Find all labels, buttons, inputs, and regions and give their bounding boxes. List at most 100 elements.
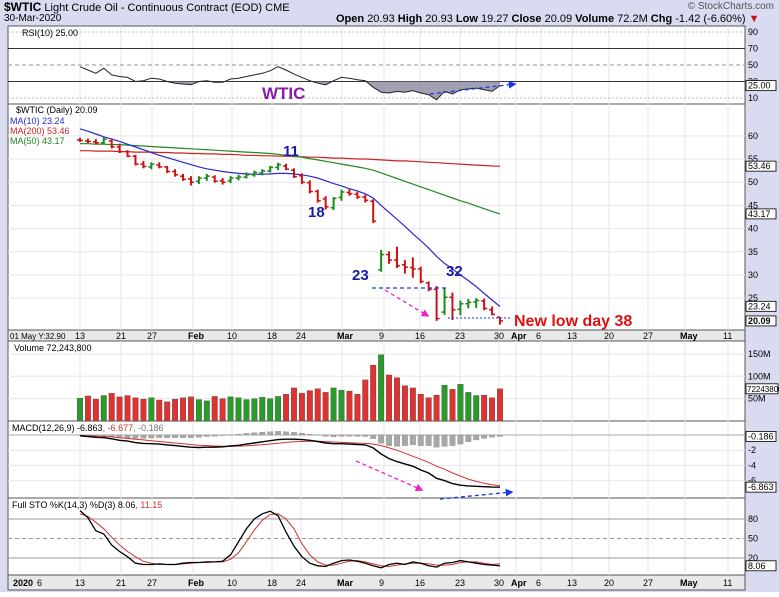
volume-bar [212,396,218,421]
x-tick-label: 13 [567,331,577,341]
sto-value-1: 8.06 [115,500,135,510]
rsi-label: RSI(10) 25.00 [22,28,78,38]
price-tick-label: 50 [748,177,758,187]
x-tick-label-bottom: 23 [455,578,465,588]
x-tick-label-bottom: Mar [337,578,354,588]
macd-hist-bar [323,435,329,436]
macd-hist-bar [212,435,218,436]
macd-hist-bar [458,435,464,444]
volume-bar [180,398,186,421]
volume-bar [442,385,448,421]
x-tick-label-bottom: 27 [147,578,157,588]
volume-bar [370,365,376,421]
panel-price [8,104,745,330]
volume-bar [244,400,250,421]
sto-value-2: , 11.15 [135,500,162,510]
volume-bar [172,399,178,421]
price-badge-label: 43.17 [748,209,771,219]
macd-hist-bar [188,435,194,438]
volume-bar [101,396,107,421]
x-tick-label: 10 [227,331,237,341]
x-tick-label-bottom: Apr [511,578,527,588]
macd-hist-bar [331,435,337,437]
rsi-tick-label: 10 [748,93,758,103]
price-badge-label: 20.09 [748,316,771,326]
x-tick-label-bottom: 18 [267,578,277,588]
volume-bar [259,397,265,421]
volume-bar [466,392,472,421]
macd-hist-bar [252,433,258,435]
prev-date-label: 01 May Y:32.90 [10,332,66,341]
macd-hist-bar [466,435,472,442]
x-tick-label: 20 [604,331,614,341]
volume-bar [386,375,392,421]
new-low-annotation: New low day 38 [514,313,632,330]
exchange: CME [265,2,289,14]
price-badge-label: 53.46 [748,161,771,171]
x-tick-label-bottom: 20 [604,578,614,588]
x-tick-label-bottom: 10 [227,578,237,588]
cycle-day-18: 18 [308,204,325,221]
macd-hist-bar [363,435,369,437]
x-tick-label: May [680,331,698,341]
x-tick-label: 21 [116,331,126,341]
open-label: Open [336,13,364,25]
x-tick-label-bottom: 16 [415,578,425,588]
chart-date: 30-Mar-2020 [4,13,61,24]
x-tick-label-bottom: 27 [643,578,653,588]
macd-hist-bar [275,431,281,435]
volume-bar [450,389,456,421]
x-tick-label-bottom: 24 [296,578,306,588]
volume-bar [307,391,313,421]
price-tick-label: 35 [748,247,758,257]
ma50-legend: MA(50) 43.17 [10,136,65,146]
macd-hist-bar [291,432,297,435]
volume-bar [315,389,321,421]
rsi-tick-label: 50 [748,60,758,70]
chg-arrow-icon: ▼ [749,13,760,25]
macd-hist-bar [489,435,495,437]
volume-bar [291,388,297,421]
macd-prefix: MACD(12,26,9) [12,423,75,433]
volume-bar [204,401,210,421]
x-tick-label: 18 [267,331,277,341]
volume-bar [426,398,432,421]
chart-title: $WTIC Light Crude Oil - Continuous Contr… [4,0,290,14]
cycle-day-23: 23 [352,267,369,284]
x-tick-label: Apr [511,331,527,341]
x-tick-label-bottom: 13 [75,578,85,588]
volume-bar [363,380,369,421]
price-label: $WTIC (Daily) 20.09 [16,105,98,115]
volume-bar [133,398,139,421]
volume-bar [458,384,464,421]
macd-hist-bar [394,435,400,446]
cycle-day-32: 32 [446,263,463,280]
volume-bar [188,397,194,421]
volume-bar [355,394,361,421]
macd-hist-bar [410,435,416,445]
rsi-tick-label: 70 [748,44,758,54]
price-tick-label: 40 [748,224,758,234]
volume-bar [196,400,202,421]
quote-line: Open 20.93 High 20.93 Low 19.27 Close 20… [336,13,760,25]
x-tick-label: 23 [455,331,465,341]
macd-hist-bar [236,434,242,435]
volume-bar [117,397,123,421]
macd-badge-label: -6.863 [748,482,774,492]
volume-bar [299,393,305,421]
x-tick-label-bottom: 30 [494,578,504,588]
volume-bar [434,395,440,421]
x-tick-label: 13 [75,331,85,341]
macd-hist-bar [259,432,265,435]
symbol: $WTIC [4,0,41,14]
volume-label: Volume [575,13,614,25]
instrument-name: Light Crude Oil - Continuous Contract (E… [44,2,262,14]
macd-tick-label: -2 [748,445,756,455]
vol-tick-label: 100M [748,371,771,381]
x-tick-label: 24 [296,331,306,341]
volume-bar [93,399,99,421]
volume-bar [77,398,83,421]
x-tick-label-bottom: Feb [188,578,205,588]
macd-hist-bar [299,433,305,435]
